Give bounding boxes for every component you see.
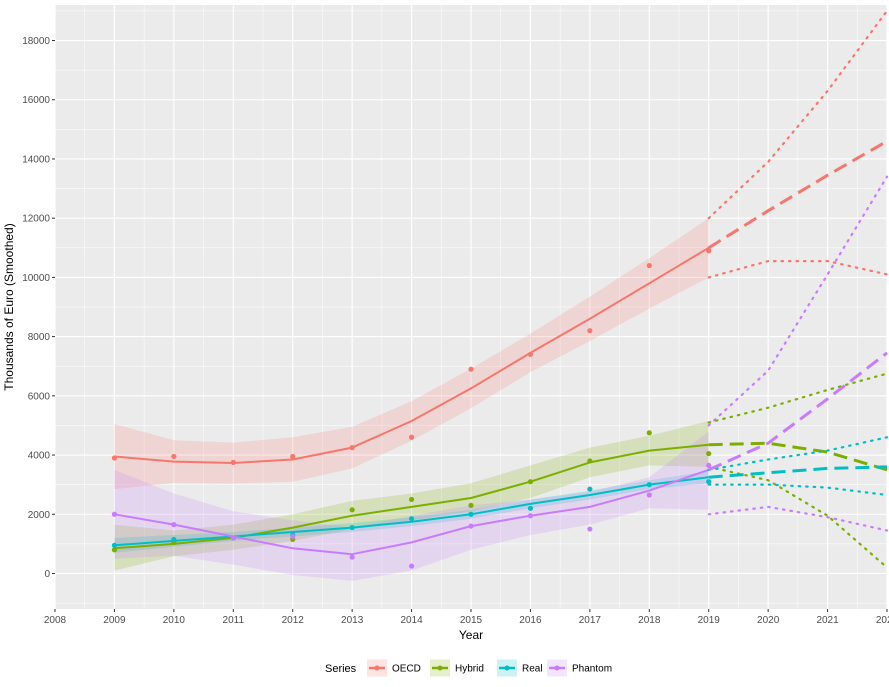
observed-points xyxy=(111,248,712,569)
hybrid-data-point xyxy=(646,430,652,436)
real-data-point xyxy=(646,482,652,488)
phantom-data-point xyxy=(290,533,296,540)
real-forecast-line xyxy=(708,465,888,479)
phantom-forecast-upper xyxy=(707,175,889,427)
hybrid-data-point xyxy=(349,507,355,513)
hybrid-data-point xyxy=(111,547,118,553)
legend-dot-phantom xyxy=(554,665,560,671)
oecd-data-point xyxy=(290,453,296,460)
x-tick-label: 2018 xyxy=(638,615,661,626)
phantom-confidence-band xyxy=(114,431,709,581)
x-tick-label: 2010 xyxy=(163,615,186,626)
real-smoothed-line xyxy=(114,476,709,547)
phantom-data-point xyxy=(646,492,652,498)
oecd-data-point xyxy=(587,328,593,334)
legend-dot-oecd xyxy=(374,665,380,671)
phantom-data-point xyxy=(468,523,474,529)
x-tick-label: 2022 xyxy=(876,615,889,626)
real-data-point xyxy=(171,536,177,543)
x-tick-label: 2021 xyxy=(816,615,839,626)
smoothed-lines xyxy=(114,246,710,556)
x-tick-label: 2016 xyxy=(519,615,542,626)
y-tick-label: 16000 xyxy=(22,95,50,106)
real-data-point xyxy=(349,524,355,531)
phantom-data-point xyxy=(706,462,712,469)
legend-label-oecd: OECD xyxy=(392,664,421,675)
real-data-point xyxy=(587,486,593,492)
real-data-point xyxy=(527,505,534,511)
hybrid-data-point xyxy=(408,496,415,503)
oecd-smoothed-line xyxy=(114,246,710,464)
oecd-data-point xyxy=(706,248,712,254)
x-axis-title: Year xyxy=(459,628,483,642)
real-data-point xyxy=(706,479,712,485)
oecd-data-point xyxy=(230,459,236,466)
y-tick-label: 6000 xyxy=(28,391,51,402)
oecd-data-point xyxy=(408,434,415,440)
phantom-data-point xyxy=(587,526,593,532)
y-tick-label: 2000 xyxy=(28,510,51,521)
legend-dot-real xyxy=(504,665,510,671)
y-tick-label: 14000 xyxy=(22,154,50,165)
forecast-lines xyxy=(707,9,889,569)
hybrid-data-point xyxy=(706,450,712,457)
x-tick-label: 2009 xyxy=(103,615,126,626)
y-tick-label: 8000 xyxy=(28,332,51,343)
real-data-point xyxy=(468,511,474,517)
y-tick-label: 10000 xyxy=(22,273,50,284)
real-forecast-upper xyxy=(707,436,889,471)
phantom-data-point xyxy=(408,563,415,569)
legend: Series OECD Hybrid Real Phantom xyxy=(325,659,612,677)
hybrid-data-point xyxy=(468,502,474,508)
oecd-forecast-upper xyxy=(707,9,889,220)
hybrid-forecast-upper xyxy=(707,372,889,424)
y-tick-label: 4000 xyxy=(28,451,51,462)
x-tick-label: 2012 xyxy=(282,615,305,626)
x-tick-label: 2014 xyxy=(400,615,423,626)
x-tick-label: 2015 xyxy=(460,615,483,626)
oecd-forecast-line xyxy=(707,139,888,250)
x-tick-label: 2013 xyxy=(341,615,364,626)
oecd-data-point xyxy=(468,366,474,372)
hybrid-forecast-line xyxy=(708,441,888,472)
oecd-data-point xyxy=(349,445,355,451)
y-axis: 0 2000 4000 6000 8000 10000 12000 14000 16000 180… xyxy=(22,36,55,580)
oecd-data-point xyxy=(527,351,534,357)
real-data-point xyxy=(408,516,415,522)
x-tick-label: 2008 xyxy=(44,615,67,626)
legend-title: Series xyxy=(325,663,357,675)
legend-label-real: Real xyxy=(522,664,543,675)
x-tick-label: 2020 xyxy=(757,615,780,626)
phantom-data-point xyxy=(527,513,534,519)
phantom-forecast-line xyxy=(708,351,888,472)
legend-label-phantom: Phantom xyxy=(572,664,612,675)
oecd-data-point xyxy=(646,262,652,269)
y-tick-label: 12000 xyxy=(22,214,50,225)
hybrid-data-point xyxy=(527,479,534,485)
phantom-data-point xyxy=(230,535,236,541)
oecd-forecast-lower xyxy=(707,260,889,279)
phantom-smoothed-line xyxy=(114,468,710,556)
legend-dot-hybrid xyxy=(437,665,443,671)
y-tick-label: 0 xyxy=(44,569,50,580)
legend-label-hybrid: Hybrid xyxy=(455,664,484,675)
x-axis: 2008 2009 2010 2011 2012 2013 2014 2015 2016 2017… xyxy=(44,609,889,626)
oecd-data-point xyxy=(111,455,118,461)
phantom-data-point xyxy=(111,511,118,517)
hybrid-data-point xyxy=(587,458,593,464)
phantom-data-point xyxy=(349,554,355,560)
real-data-point xyxy=(111,542,118,548)
x-tick-label: 2017 xyxy=(579,615,602,626)
phantom-data-point xyxy=(171,522,177,528)
hybrid-smoothed-line xyxy=(114,443,709,550)
phantom-forecast-lower xyxy=(707,505,889,532)
y-tick-label: 18000 xyxy=(22,36,50,47)
real-forecast-lower xyxy=(707,483,889,497)
x-tick-label: 2019 xyxy=(698,615,721,626)
oecd-data-point xyxy=(171,453,177,460)
x-tick-label: 2011 xyxy=(223,615,245,626)
y-axis-title: Thousands of Euro (Smoothed) xyxy=(2,223,16,390)
